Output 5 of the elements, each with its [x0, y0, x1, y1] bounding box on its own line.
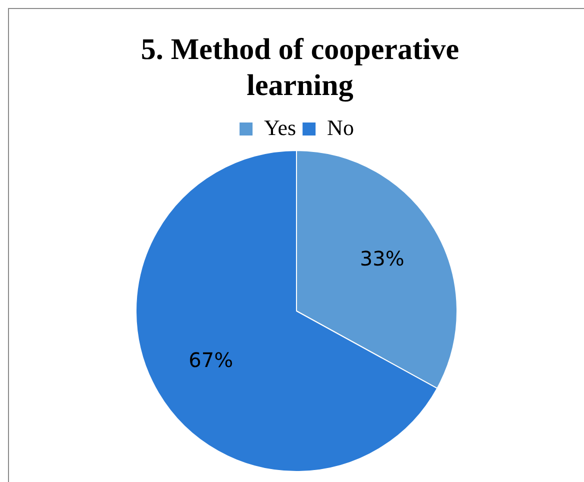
legend-label: No: [327, 114, 354, 140]
legend-label: Yes: [264, 114, 296, 140]
data-label: 67%: [188, 348, 234, 372]
data-label: 33%: [360, 246, 404, 271]
chart-title: 5. Method of cooperative learning: [140, 32, 460, 104]
